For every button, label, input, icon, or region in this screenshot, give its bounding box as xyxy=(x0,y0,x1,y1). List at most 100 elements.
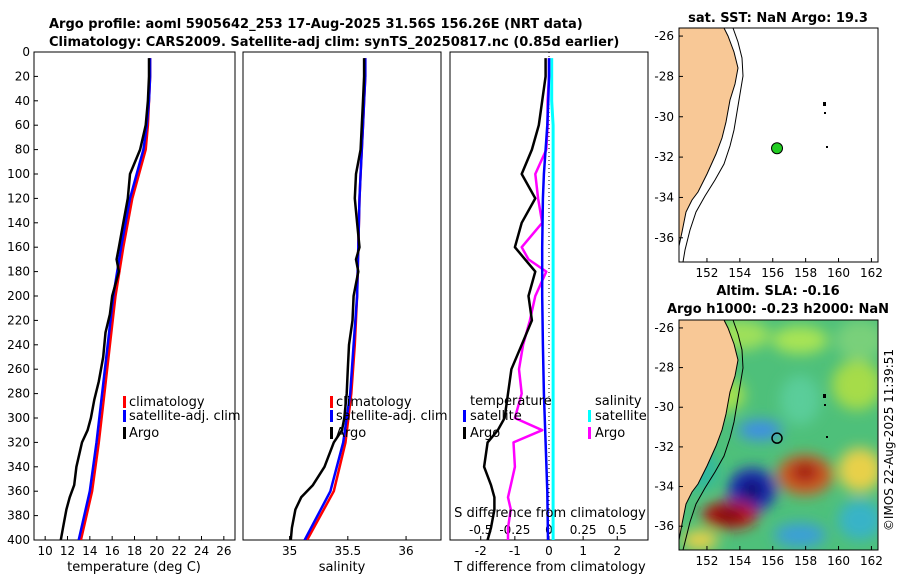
land-australia xyxy=(679,28,739,247)
lon-tick-label: 152 xyxy=(696,266,719,280)
lat-tick-label: -30 xyxy=(654,110,674,124)
difference-panel: -2 -1 0 1 2 -0.5 -0.25 0 0.25 0.5 S difference f… xyxy=(449,51,649,575)
x-tick-label: 22 xyxy=(172,544,187,558)
temperature-panel: 0 20 40 60 80 100 120 140 160 180 200 220 240 260 280 3… xyxy=(7,45,241,575)
lon-tick-label: 156 xyxy=(761,266,784,280)
lat-tick-label: -36 xyxy=(654,519,674,533)
legend-swatch-s-argo xyxy=(588,427,591,439)
sla-map-axes: 152 154 156 158 160 162 -26 -28 -30 -32 -34 -36 xyxy=(654,321,882,568)
depth-tick-label: 360 xyxy=(7,484,30,498)
depth-tick-label: 40 xyxy=(15,94,30,108)
temperature-x-axis: 10 12 14 16 18 20 22 24 26 xyxy=(38,536,231,558)
legend-label-t-argo: Argo xyxy=(470,426,500,441)
salinity-axes xyxy=(242,51,442,541)
depth-tick-label: 240 xyxy=(7,338,30,352)
sst-map-title: sat. SST: NaN Argo: 19.3 xyxy=(688,11,868,26)
salinity-x-axis: 35 35.5 36 xyxy=(282,536,414,558)
legend-swatch-t-argo xyxy=(463,427,466,439)
legend-swatch-climatology xyxy=(123,396,126,408)
legend-label-satellite: satellite-adj. clim xyxy=(336,409,448,424)
legend-swatch-satellite xyxy=(123,410,126,422)
lat-tick-label: -30 xyxy=(654,400,674,414)
s-diff-tick-label: -0.25 xyxy=(499,523,530,537)
sst-map-axes: 152 154 156 158 160 162 -26 -28 -30 -32 -34 -36 xyxy=(654,29,882,280)
x-tick-label: 24 xyxy=(194,544,209,558)
legend-label-t-satellite: satellite xyxy=(470,409,522,424)
lon-tick-label: 162 xyxy=(860,266,883,280)
island-marker xyxy=(823,394,826,398)
sla-map-title: Altim. SLA: -0.16 xyxy=(716,284,839,299)
lon-tick-label: 160 xyxy=(827,554,850,568)
lat-tick-label: -26 xyxy=(654,29,674,43)
sst-map-panel: sat. SST: NaN Argo: 19.3 152 154 156 158 160… xyxy=(654,11,882,280)
sst-map-frame xyxy=(678,27,879,263)
s-diff-tick-label: 0.5 xyxy=(608,523,627,537)
lon-tick-label: 160 xyxy=(827,266,850,280)
lon-tick-label: 154 xyxy=(728,554,751,568)
lat-tick-label: -34 xyxy=(654,480,674,494)
s-diff-tick-label: -0.5 xyxy=(469,523,492,537)
temperature-xlabel: temperature (deg C) xyxy=(67,560,201,575)
depth-contour xyxy=(682,28,744,262)
x-tick-label: 10 xyxy=(38,544,53,558)
legend-label-climatology: climatology xyxy=(129,395,205,410)
island-marker xyxy=(826,146,828,148)
legend-label-climatology: climatology xyxy=(336,395,412,410)
legend-label-s-satellite: satellite xyxy=(595,409,647,424)
depth-contour xyxy=(682,320,744,550)
lon-tick-label: 158 xyxy=(794,266,817,280)
legend-swatch-argo xyxy=(330,427,333,439)
depth-tick-label: 140 xyxy=(7,216,30,230)
land-australia xyxy=(679,320,739,541)
x-tick-label: 18 xyxy=(127,544,142,558)
x-tick-label: 16 xyxy=(105,544,120,558)
lon-tick-label: 162 xyxy=(860,554,883,568)
depth-tick-label: 180 xyxy=(7,265,30,279)
imos-watermark: ©IMOS 22-Aug-2025 11:39:51 xyxy=(882,349,896,531)
legend-swatch-satellite xyxy=(330,410,333,422)
temperature-axes xyxy=(33,51,236,541)
depth-tick-label: 280 xyxy=(7,387,30,401)
legend-swatch-argo xyxy=(123,427,126,439)
lat-tick-label: -26 xyxy=(654,321,674,335)
lat-tick-label: -34 xyxy=(654,190,674,204)
sla-map-subtitle: Argo h1000: -0.23 h2000: NaN xyxy=(667,302,889,317)
x-tick-label: 0 xyxy=(545,544,553,558)
legend-title-temperature: temperature xyxy=(470,394,552,409)
depth-tick-label: 200 xyxy=(7,289,30,303)
island-marker xyxy=(826,436,828,438)
legend-title-salinity: salinity xyxy=(595,394,642,409)
argo-float-marker xyxy=(771,142,784,155)
series-line-argo xyxy=(289,58,366,540)
temperature-legend: climatology satellite-adj. clim Argo xyxy=(123,395,241,441)
difference-xlabel: T difference from climatology xyxy=(453,560,646,575)
legend-swatch-s-satellite xyxy=(588,410,591,422)
lon-tick-label: 156 xyxy=(761,554,784,568)
argo-float-marker xyxy=(771,432,783,444)
s-diff-tick-label: 0.25 xyxy=(570,523,597,537)
x-tick-label: 36 xyxy=(398,544,413,558)
island-marker xyxy=(824,404,826,406)
legend-label-satellite: satellite-adj. clim xyxy=(129,409,241,424)
x-tick-label: 14 xyxy=(82,544,97,558)
legend-swatch-t-satellite xyxy=(463,410,466,422)
x-tick-label: -1 xyxy=(509,544,521,558)
lon-tick-label: 152 xyxy=(696,554,719,568)
x-tick-label: -2 xyxy=(475,544,487,558)
depth-tick-label: 340 xyxy=(7,460,30,474)
lat-tick-label: -36 xyxy=(654,231,674,245)
x-tick-label: 20 xyxy=(149,544,164,558)
depth-tick-label: 400 xyxy=(7,533,30,547)
salinity-difference-label: S difference from climatology xyxy=(454,506,646,521)
depth-tick-label: 80 xyxy=(15,143,30,157)
salinity-xlabel: salinity xyxy=(319,560,366,575)
x-tick-label: 12 xyxy=(60,544,75,558)
lon-tick-label: 158 xyxy=(794,554,817,568)
temperature-lines xyxy=(59,58,152,540)
salinity-panel: 35 35.5 36 salinity climatology satellite-… xyxy=(242,51,448,575)
lat-tick-label: -28 xyxy=(654,69,674,83)
depth-tick-label: 220 xyxy=(7,313,30,327)
island-marker xyxy=(824,112,826,114)
x-tick-label: 26 xyxy=(216,544,231,558)
